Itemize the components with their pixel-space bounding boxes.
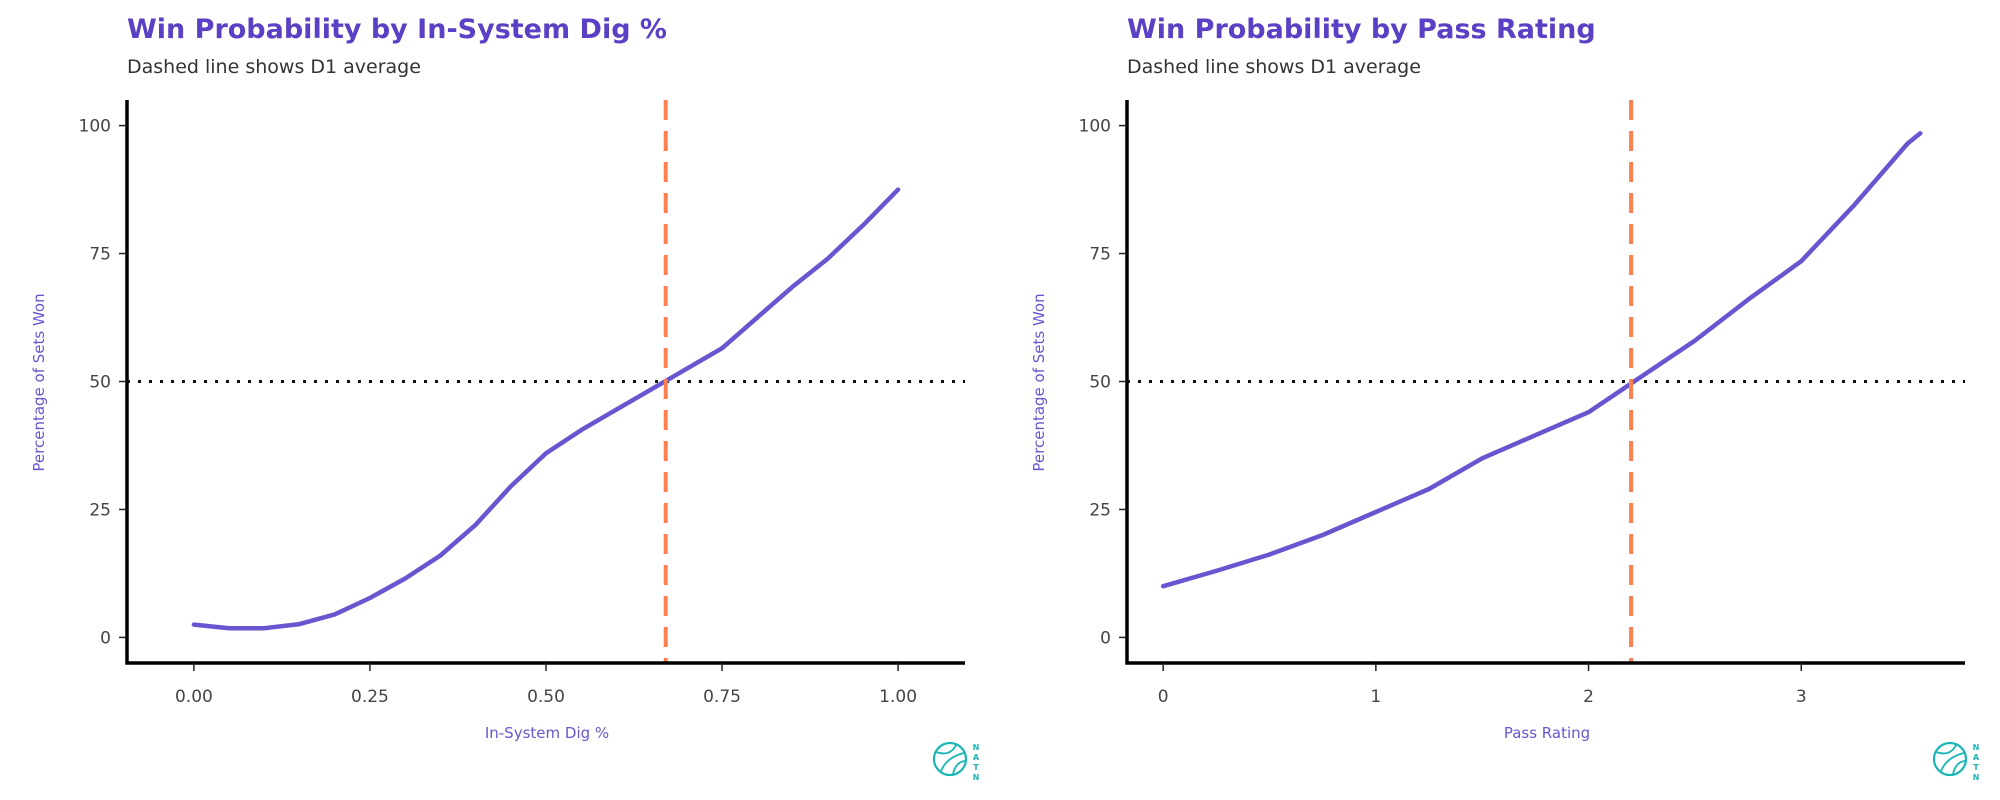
logo-letter: N [1973,743,1980,752]
y-tick-label: 0 [1100,628,1111,648]
chart-subtitle: Dashed line shows D1 average [1127,56,1421,78]
x-tick-label: 3 [1796,687,1807,707]
y-tick-label: 50 [89,373,111,393]
logo-ball-seam [1952,760,1967,775]
logo-letter: N [973,773,980,782]
chart-subtitle: Dashed line shows D1 average [127,56,421,78]
logo-ball-outline [1932,741,1968,777]
series-line [191,187,901,631]
chart-plot: 0 25 50 75 100 0.00 0.25 0.50 0.75 1.00 In-System … [30,100,980,782]
x-tick-label: 0.50 [527,687,565,707]
y-tick-label: 100 [79,117,111,137]
logo-ball-seam [935,744,957,755]
logo-letter: A [973,753,980,762]
logo-ball-seam [952,760,967,775]
y-tick-label: 25 [89,500,111,520]
chart-title: Win Probability by Pass Rating [1127,14,1596,45]
logo-ball-seam [1935,744,1957,755]
chart-plot: 0 25 50 75 100 0 1 2 3 Pass Rating Percentage of S… [1030,100,1980,782]
chart-panel-win-prob-pass: Win Probability by Pass Rating Dashed li… [1000,0,2000,800]
logo-ball-seam [1940,752,1965,772]
x-tick-label: 0 [1158,687,1169,707]
x-tick-label: 0.75 [703,687,741,707]
y-tick-label: 75 [1089,245,1111,265]
x-tick-label: 2 [1583,687,1594,707]
y-axis-title: Percentage of Sets Won [1030,293,1048,471]
chart-title: Win Probability by In-System Dig % [127,14,667,45]
logo-letter: T [973,763,979,772]
x-tick-label: 1.00 [879,687,917,707]
y-tick-label: 50 [1089,373,1111,393]
logo-letter: N [1973,773,1980,782]
y-tick-label: 0 [100,628,111,648]
x-tick-label: 1 [1370,687,1381,707]
logo-ball-seam [940,752,965,772]
logo-letter: A [1973,753,1980,762]
logo-ball-outline [932,741,968,777]
x-tick-label: 0.25 [351,687,389,707]
volleyball-logo-icon [932,741,968,777]
y-tick-label: 75 [89,245,111,265]
chart-panel-win-prob-dig: Win Probability by In-System Dig % Dashe… [30,14,980,782]
logo-letter: T [1973,763,1979,772]
y-tick-label: 25 [1089,500,1111,520]
volleyball-logo-icon [1932,741,1968,777]
logo-letter: N [973,743,980,752]
x-axis-title: In-System Dig % [485,724,609,742]
y-axis-title: Percentage of Sets Won [30,293,48,471]
x-axis-title: Pass Rating [1504,724,1590,742]
series-line [1160,131,1923,589]
x-tick-label: 0.00 [175,687,213,707]
y-tick-label: 100 [1079,117,1111,137]
